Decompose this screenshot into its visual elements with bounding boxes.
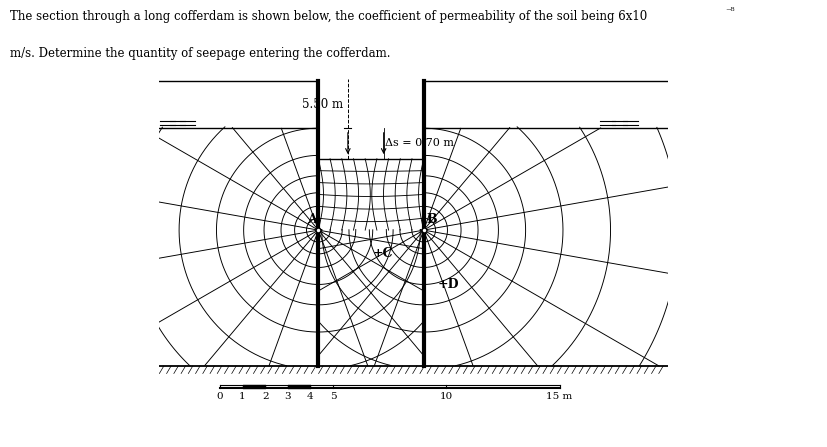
Text: 15 m: 15 m <box>547 392 573 401</box>
Text: 5: 5 <box>330 392 337 401</box>
Text: +D: +D <box>437 278 459 291</box>
Text: Δs = 0.70 m: Δs = 0.70 m <box>385 139 454 148</box>
Text: B: B <box>427 213 437 226</box>
Text: The section through a long cofferdam is shown below, the coefficient of permeabi: The section through a long cofferdam is … <box>10 10 648 23</box>
Text: +C: +C <box>373 247 394 261</box>
Text: 0: 0 <box>217 392 223 401</box>
Text: A: A <box>307 213 317 226</box>
Text: 3: 3 <box>284 392 291 401</box>
Text: m/s. Determine the quantity of seepage entering the cofferdam.: m/s. Determine the quantity of seepage e… <box>10 47 390 60</box>
Text: 2: 2 <box>262 392 269 401</box>
Text: 1: 1 <box>239 392 246 401</box>
Text: 10: 10 <box>440 392 453 401</box>
Text: 5.50 m: 5.50 m <box>302 98 342 111</box>
Text: ⁻⁸: ⁻⁸ <box>725 7 735 16</box>
Text: 4: 4 <box>307 392 313 401</box>
